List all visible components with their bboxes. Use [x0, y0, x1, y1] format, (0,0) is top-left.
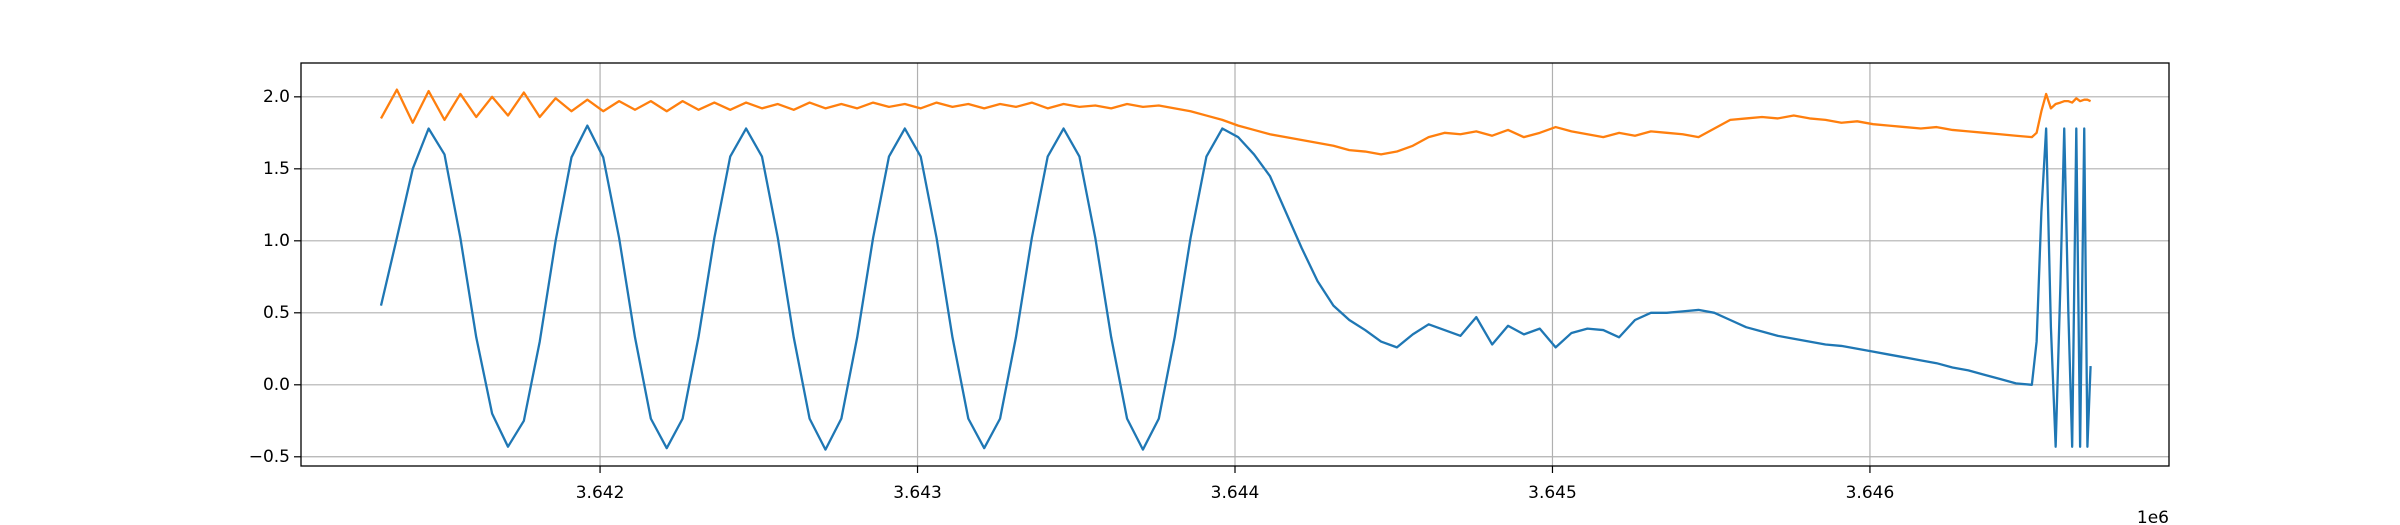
lines: [379, 88, 2092, 451]
y-tick-label: 0.0: [263, 375, 290, 395]
data-line: [379, 124, 2092, 451]
x-offset-text: 1e6: [2137, 508, 2169, 525]
x-tick-label: 3.642: [576, 483, 625, 503]
ticks: 3.642 3.643 3.644 3.645 3.646 −0.5 0.0 0.5 1.0 1.…: [249, 87, 1895, 503]
y-tick-label: 1.5: [263, 159, 290, 179]
x-tick-label: 3.643: [893, 483, 942, 503]
x-tick-label: 3.645: [1528, 483, 1577, 503]
y-tick-label: 2.0: [263, 87, 290, 107]
grid: [301, 63, 2169, 466]
y-tick-label: −0.5: [249, 447, 290, 467]
y-tick-label: 0.5: [263, 303, 290, 323]
x-tick-label: 3.646: [1846, 483, 1895, 503]
data-line: [379, 88, 2092, 156]
x-tick-label: 3.644: [1211, 483, 1260, 503]
y-tick-label: 1.0: [263, 231, 290, 251]
